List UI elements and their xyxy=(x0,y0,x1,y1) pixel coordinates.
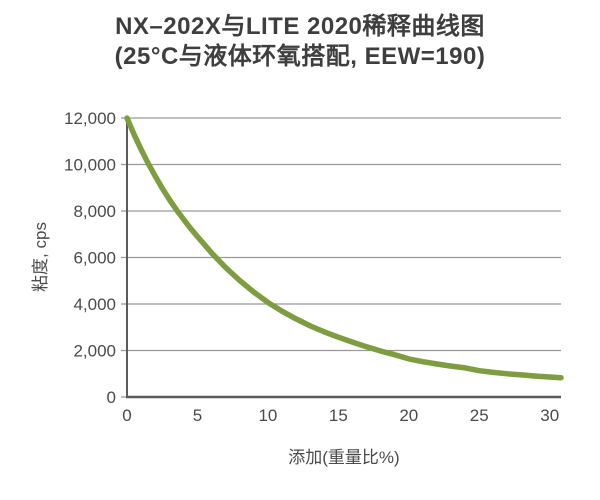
x-tick-label-0: 0 xyxy=(122,406,131,425)
x-tick-label-5: 5 xyxy=(193,406,202,425)
y-tick-label-8000: 8,000 xyxy=(73,202,116,221)
y-tick-label-4000: 4,000 xyxy=(73,295,116,314)
chart-title-line2: (25°C与液体环氧搭配, EEW=190) xyxy=(114,43,486,70)
x-tick-label-20: 20 xyxy=(399,406,418,425)
y-tick-label-10000: 10,000 xyxy=(64,156,116,175)
y-tick-label-12000: 12,000 xyxy=(64,109,116,128)
x-axis-title: 添加(重量比%) xyxy=(288,448,400,467)
x-tick-label-25: 25 xyxy=(470,406,489,425)
x-tick-label-10: 10 xyxy=(258,406,277,425)
y-axis-title: 粘度, cps xyxy=(31,222,50,292)
x-tick-label-30: 30 xyxy=(540,406,559,425)
y-tick-label-2000: 2,000 xyxy=(73,342,116,361)
x-tick-label-15: 15 xyxy=(329,406,348,425)
chart-title-line1: NX–202X与LITE 2020稀释曲线图 xyxy=(115,13,485,40)
y-tick-label-0: 0 xyxy=(107,388,116,407)
y-tick-label-6000: 6,000 xyxy=(73,249,116,268)
chart-title: NX–202X与LITE 2020稀释曲线图 (25°C与液体环氧搭配, EEW… xyxy=(0,12,600,72)
dilution-curve-line xyxy=(124,115,564,381)
